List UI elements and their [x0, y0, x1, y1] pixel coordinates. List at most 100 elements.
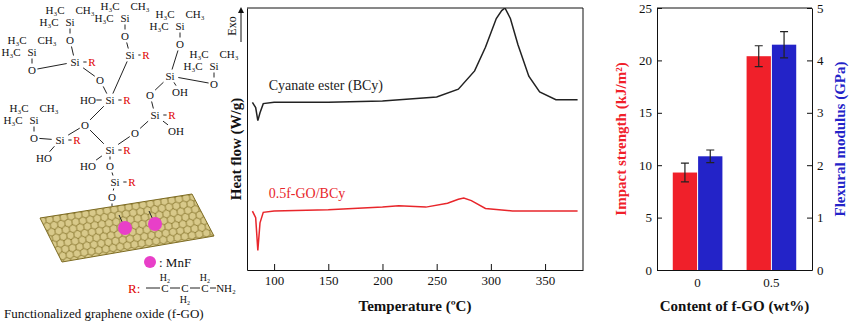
axis-line — [657, 9, 658, 271]
bar-chart: 00.50510152025012345Content of f-GO (wt%… — [613, 1, 849, 315]
bond — [172, 50, 178, 69]
atom-label: C — [161, 282, 168, 294]
tick-label: 300 — [482, 273, 502, 288]
atom-label: H₂ — [180, 294, 191, 305]
tick-mark — [491, 264, 492, 270]
tick: 0.5 — [763, 270, 779, 290]
bond — [214, 73, 215, 78]
atom-label: H₃C — [1, 46, 20, 58]
atom-label: CH₃ — [39, 102, 58, 114]
tick: 0 — [807, 263, 824, 278]
atom-label: H₃C — [100, 0, 119, 12]
plot-area — [252, 8, 577, 250]
atom-label: H₃C — [7, 34, 26, 46]
bond — [83, 68, 95, 76]
tick-mark — [807, 60, 812, 61]
atom-label: HO — [80, 94, 96, 106]
bond — [32, 59, 33, 64]
tick: 0 — [694, 270, 701, 290]
atom-label: R — [123, 94, 131, 106]
atom-label: O — [81, 119, 89, 131]
dsc-curve — [252, 198, 577, 250]
atom-label: Si — [70, 56, 79, 68]
tick-label: 0 — [694, 275, 701, 290]
tick: 150 — [319, 264, 339, 288]
atom-label: OH — [172, 86, 188, 98]
mnf-dot — [118, 221, 132, 235]
tick-label: 100 — [265, 273, 285, 288]
figure: H₃CCH₃H₃CSiOH₃CCH₃H₃CSiOH₃CCH₃H₃CSiOH₃CC… — [0, 0, 857, 323]
atom-label: O — [121, 30, 129, 42]
y-axis-title: Heat flow (W/g) — [228, 98, 245, 200]
tick-label: 4 — [817, 53, 824, 68]
atoms: H₃CCH₃H₃CSiOH₃CCH₃H₃CSiOH₃CCH₃H₃CSiOH₃CC… — [1, 0, 238, 203]
tick: 250 — [427, 264, 447, 288]
atom-label: H₃C — [183, 60, 202, 72]
atom-label: O — [131, 127, 139, 139]
bond — [71, 46, 73, 55]
atom-label: Si — [110, 176, 119, 188]
dsc-chart: 100150200250300350Cyanate ester (BCy)0.5… — [225, 8, 584, 315]
tick-label: 250 — [427, 273, 447, 288]
x-axis: 00.5 — [658, 270, 813, 290]
tick-label: 0.5 — [763, 275, 779, 290]
bond — [138, 55, 140, 56]
tick: 3 — [807, 105, 824, 120]
tick-label: 10 — [639, 158, 652, 173]
tick-mark — [657, 165, 662, 166]
y2-axis-title: Flexural modulus (GPa) — [832, 61, 849, 216]
tick-label: 150 — [319, 273, 339, 288]
bond — [210, 288, 216, 289]
tick-mark — [274, 264, 275, 270]
atom-label: Si — [165, 70, 174, 82]
tick: 10 — [639, 158, 662, 173]
bond — [90, 106, 104, 120]
tick: 20 — [639, 53, 662, 68]
bond — [125, 25, 126, 30]
bond — [127, 42, 129, 48]
atom-label: O — [210, 78, 218, 90]
atom-label: CH₃ — [185, 8, 204, 20]
atom-label: H₃C — [155, 8, 174, 20]
error-bar — [706, 150, 714, 163]
bond — [178, 78, 208, 84]
x-axis-title: Temperature (ºC) — [359, 298, 472, 315]
tick: 350 — [536, 264, 556, 288]
tick: 0 — [646, 263, 663, 278]
atom-label: CH₃ — [219, 48, 238, 60]
atom-label: O — [108, 191, 116, 203]
tick-label: 15 — [639, 105, 652, 120]
error-bar — [681, 163, 689, 182]
exo-arrow — [241, 10, 242, 42]
graphene-sheet — [40, 194, 214, 262]
atom-label: O — [176, 38, 184, 50]
atom-label: R — [73, 134, 81, 146]
tick-label: 0 — [817, 263, 824, 278]
axis-line — [812, 9, 813, 271]
y-axis: 0510152025 — [639, 1, 662, 278]
tick-mark — [807, 218, 812, 219]
axis-line — [658, 270, 813, 271]
atom-label: Si — [29, 114, 38, 126]
atom-label: Si — [175, 20, 184, 32]
bar — [747, 56, 771, 270]
atom-label: Si — [150, 109, 159, 121]
bond — [96, 100, 101, 101]
atom-label: H₃C — [45, 4, 64, 16]
tick: 200 — [373, 264, 393, 288]
bond — [70, 29, 71, 34]
atom-label: Si — [209, 60, 218, 72]
atom-label: Si — [65, 16, 74, 28]
atom-label: Si — [105, 144, 114, 156]
atom-label: HO — [80, 160, 96, 172]
bond — [37, 64, 66, 69]
bond — [50, 146, 55, 152]
atom-label: Si — [27, 46, 36, 58]
atom-label: CH₃ — [37, 34, 56, 46]
atom-label: H₃C — [39, 16, 58, 28]
tick-mark — [657, 270, 662, 271]
atom-label: H₂ — [160, 272, 171, 283]
tick-label: 5 — [817, 1, 824, 16]
atom-label: O — [96, 74, 104, 86]
tick: 15 — [639, 105, 662, 120]
